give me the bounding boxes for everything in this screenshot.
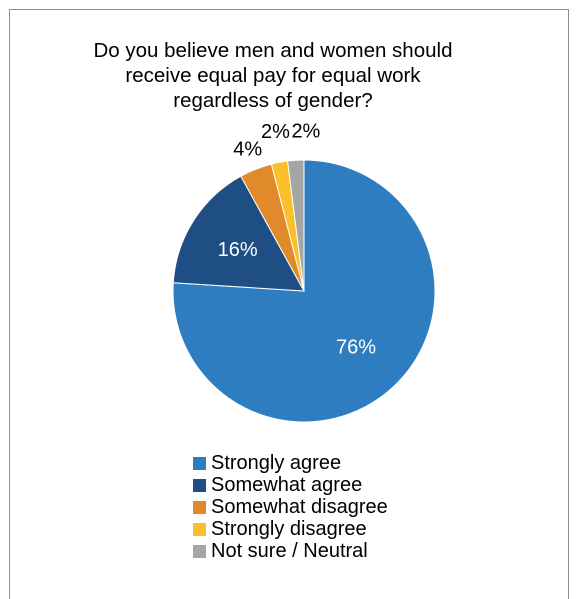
data-label-1: 76% (336, 336, 376, 358)
pie-slice-5 (287, 159, 305, 292)
legend-label-2: Somewhat agree (211, 473, 363, 496)
legend-item-1: Strongly agree (193, 452, 388, 474)
legend-item-4: Strongly disagree (193, 518, 388, 540)
legend-label-4: Strongly disagree (211, 517, 367, 540)
chart-frame (9, 9, 569, 599)
legend-item-5: Not sure / Neutral (193, 540, 388, 562)
legend-label-5: Not sure / Neutral (211, 539, 368, 562)
pie-slice-2 (172, 175, 305, 292)
data-label-4: 2% (261, 121, 290, 143)
legend-label-3: Somewhat disagree (211, 495, 388, 518)
chart-title: Do you believe men and women should rece… (40, 38, 506, 113)
legend-swatch-2 (193, 478, 206, 492)
legend-swatch-1 (193, 456, 206, 470)
data-label-3: 4% (233, 139, 262, 161)
chart-title-line-2: receive equal pay for equal work (125, 64, 421, 87)
data-label-2: 16% (218, 239, 258, 261)
legend-label-1: Strongly agree (211, 451, 342, 474)
legend-swatch-4 (193, 522, 206, 536)
chart-title-line-3: regardless of gender? (173, 89, 373, 112)
legend-item-3: Somewhat disagree (193, 496, 388, 518)
legend-swatch-3 (193, 500, 206, 514)
pie-slice-1 (172, 159, 436, 423)
legend-swatch-5 (193, 544, 206, 558)
chart-title-line-1: Do you believe men and women should (93, 39, 453, 62)
legend: Strongly agree Somewhat agree Somewhat dis… (193, 452, 388, 562)
data-label-5: 2% (291, 120, 320, 142)
legend-item-2: Somewhat agree (193, 474, 388, 496)
